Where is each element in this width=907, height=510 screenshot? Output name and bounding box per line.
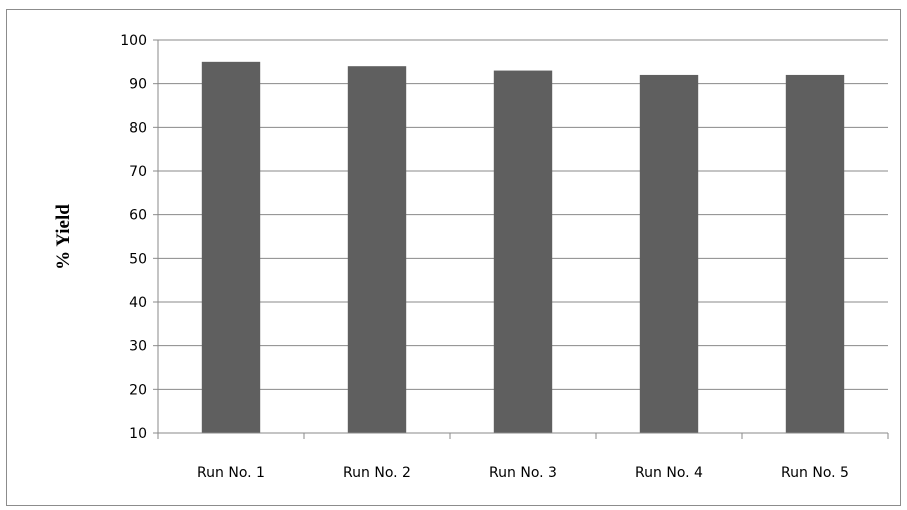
- y-tick-label: 50: [129, 251, 147, 267]
- y-tick-label: 80: [129, 120, 147, 136]
- y-tick-label: 10: [129, 426, 147, 442]
- chart-frame: [6, 9, 901, 506]
- bar: [347, 66, 407, 433]
- axes: [153, 39, 889, 439]
- y-axis-title: % Yield: [53, 204, 74, 270]
- x-category-label: Run No. 4: [635, 465, 703, 481]
- x-category-label: Run No. 1: [197, 465, 265, 481]
- y-tick-label: 40: [129, 295, 147, 311]
- y-tick-labels: 10 20 30 40 50 60 70 80 90 100: [120, 33, 147, 442]
- x-category-label: Run No. 2: [343, 465, 411, 481]
- y-tick-label: 20: [129, 382, 147, 398]
- bar: [201, 61, 261, 433]
- bars: [201, 61, 845, 434]
- x-category-label: Run No. 5: [781, 465, 849, 481]
- y-tick-label: 30: [129, 339, 147, 355]
- y-tick-label: 70: [129, 164, 147, 180]
- bar: [493, 70, 553, 434]
- y-tick-label: 60: [129, 208, 147, 224]
- bar: [639, 74, 699, 433]
- x-category-label: Run No. 3: [489, 465, 557, 481]
- x-category-labels: Run No. 1 Run No. 2 Run No. 3 Run No. 4 Run …: [197, 465, 849, 481]
- bar: [785, 74, 845, 433]
- y-tick-label: 100: [120, 33, 147, 49]
- y-tick-label: 90: [129, 77, 147, 93]
